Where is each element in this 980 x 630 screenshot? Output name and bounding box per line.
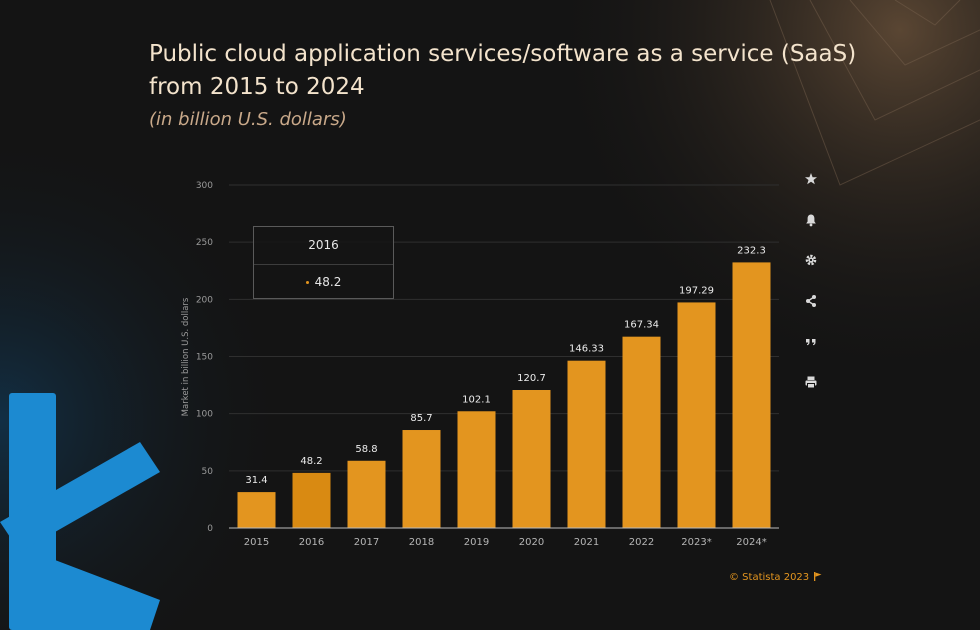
- print-icon[interactable]: [802, 373, 820, 391]
- data-label: 146.33: [569, 344, 604, 355]
- y-tick-label: 100: [196, 410, 213, 420]
- x-tick-label: 2019: [464, 537, 489, 548]
- chart-title: Public cloud application services/softwa…: [149, 41, 857, 100]
- data-label: 197.29: [679, 285, 714, 296]
- gear-icon[interactable]: [802, 251, 820, 269]
- star-icon[interactable]: [802, 170, 820, 188]
- copyright-notice[interactable]: © Statista 2023: [729, 572, 822, 583]
- bar-2017[interactable]: [347, 460, 386, 528]
- data-label: 31.4: [245, 475, 267, 486]
- bar-2020[interactable]: [512, 389, 551, 528]
- tooltip-value-row: 48.2: [254, 265, 393, 300]
- y-tick-label: 50: [202, 467, 214, 477]
- data-label: 85.7: [410, 413, 432, 424]
- flag-icon: [814, 572, 822, 581]
- data-label: 120.7: [517, 373, 546, 384]
- bell-icon[interactable]: [802, 211, 820, 229]
- data-label: 167.34: [624, 320, 659, 331]
- statista-logo-mark: [0, 393, 160, 630]
- chart-toolbar: [802, 170, 820, 413]
- bar-2022[interactable]: [622, 336, 661, 528]
- x-tick-label: 2024*: [736, 537, 766, 548]
- x-tick-label: 2017: [354, 537, 379, 548]
- quote-icon[interactable]: [802, 332, 820, 350]
- data-label: 58.8: [355, 444, 377, 455]
- x-tick-label: 2022: [629, 537, 654, 548]
- y-axis-label: Market in billion U.S. dollars: [181, 297, 191, 416]
- x-tick-label: 2018: [409, 537, 434, 548]
- copyright-text: © Statista 2023: [729, 572, 810, 583]
- bar-2023[interactable]: [677, 302, 716, 528]
- y-tick-label: 150: [196, 353, 213, 363]
- tooltip-value: 48.2: [314, 275, 342, 289]
- bar-2021[interactable]: [567, 360, 606, 528]
- share-icon[interactable]: [802, 292, 820, 310]
- x-tick-label: 2023*: [681, 537, 711, 548]
- y-tick-label: 250: [196, 238, 213, 248]
- bar-2018[interactable]: [402, 430, 441, 528]
- tooltip-series-dot: [305, 281, 309, 284]
- corner-diamond-decoration: [769, 0, 980, 186]
- x-tick-label: 2021: [574, 537, 599, 548]
- bar-2019[interactable]: [457, 411, 496, 528]
- data-label: 232.3: [737, 245, 766, 256]
- data-tooltip: 2016 48.2: [253, 226, 394, 299]
- y-tick-label: 0: [207, 524, 213, 534]
- bar-2015[interactable]: [237, 492, 276, 528]
- y-tick-label: 300: [196, 181, 213, 191]
- y-tick-label: 200: [196, 295, 213, 305]
- bar-2016[interactable]: [292, 472, 331, 528]
- x-tick-label: 2015: [244, 537, 269, 548]
- tooltip-title: 2016: [254, 227, 393, 265]
- chart-subtitle: (in billion U.S. dollars): [149, 109, 347, 130]
- x-tick-label: 2016: [299, 537, 324, 548]
- x-tick-label: 2020: [519, 537, 544, 548]
- data-label: 48.2: [300, 456, 322, 467]
- bar-2024[interactable]: [732, 262, 771, 528]
- data-label: 102.1: [462, 394, 491, 405]
